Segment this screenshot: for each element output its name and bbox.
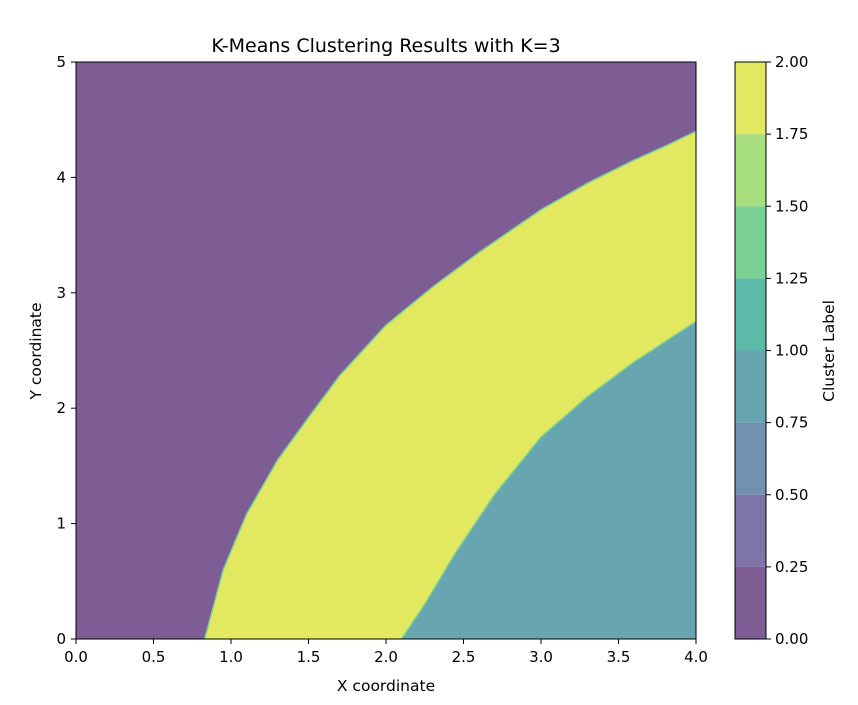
colorbar-tick-label: 0.50	[775, 486, 808, 504]
y-tick-label: 0	[56, 630, 66, 648]
y-axis: 0 1 2 3 4 5	[56, 53, 76, 648]
colorbar-level	[735, 278, 766, 351]
x-tick-label: 0.0	[64, 648, 88, 666]
cluster-0-region	[76, 62, 696, 639]
colorbar-level	[735, 422, 766, 495]
y-tick-label: 3	[56, 284, 66, 302]
colorbar-label: Cluster Label	[820, 300, 838, 402]
colorbar-tick-label: 1.25	[775, 269, 808, 287]
cluster-1-region	[401, 321, 696, 639]
colorbar-level	[735, 206, 766, 279]
y-tick-label: 4	[56, 168, 66, 186]
colorbar-tick-label: 1.75	[775, 125, 808, 143]
cluster-boundary-1-2	[400, 321, 697, 640]
y-tick-label: 1	[56, 515, 66, 533]
colorbar-tick-label: 0.75	[775, 414, 808, 432]
colorbar: 0.00 0.25 0.50 0.75 1.00 1.25 1.50 1.75 2.00	[734, 53, 808, 648]
x-axis: 0.0 0.5 1.0 1.5 2.0 2.5 3.0 3.5 4.0	[64, 639, 708, 666]
colorbar-level	[735, 566, 766, 639]
x-tick-label: 2.5	[452, 648, 476, 666]
cluster-boundary-0-2	[203, 130, 697, 640]
y-tick-label: 2	[56, 399, 66, 417]
y-tick-label: 5	[56, 53, 66, 71]
x-tick-label: 3.5	[607, 648, 631, 666]
colorbar-tick-label: 2.00	[775, 53, 808, 71]
x-tick-label: 1.0	[219, 648, 243, 666]
colorbar-level	[735, 62, 766, 135]
colorbar-tick-label: 1.50	[775, 197, 808, 215]
colorbar-tick-label: 0.25	[775, 558, 808, 576]
y-axis-label: Y coordinate	[27, 302, 45, 400]
x-tick-label: 4.0	[684, 648, 708, 666]
x-axis-label: X coordinate	[337, 677, 435, 695]
x-tick-label: 1.5	[297, 648, 321, 666]
plot-area	[75, 61, 697, 640]
x-tick-label: 3.0	[529, 648, 553, 666]
chart-title: K-Means Clustering Results with K=3	[211, 35, 560, 57]
colorbar-level	[735, 350, 766, 423]
x-tick-label: 2.0	[374, 648, 398, 666]
colorbar-tick-label: 0.00	[775, 630, 808, 648]
x-tick-label: 0.5	[142, 648, 166, 666]
colorbar-level	[735, 494, 766, 567]
colorbar-level	[735, 134, 766, 207]
colorbar-tick-label: 1.00	[775, 342, 808, 360]
